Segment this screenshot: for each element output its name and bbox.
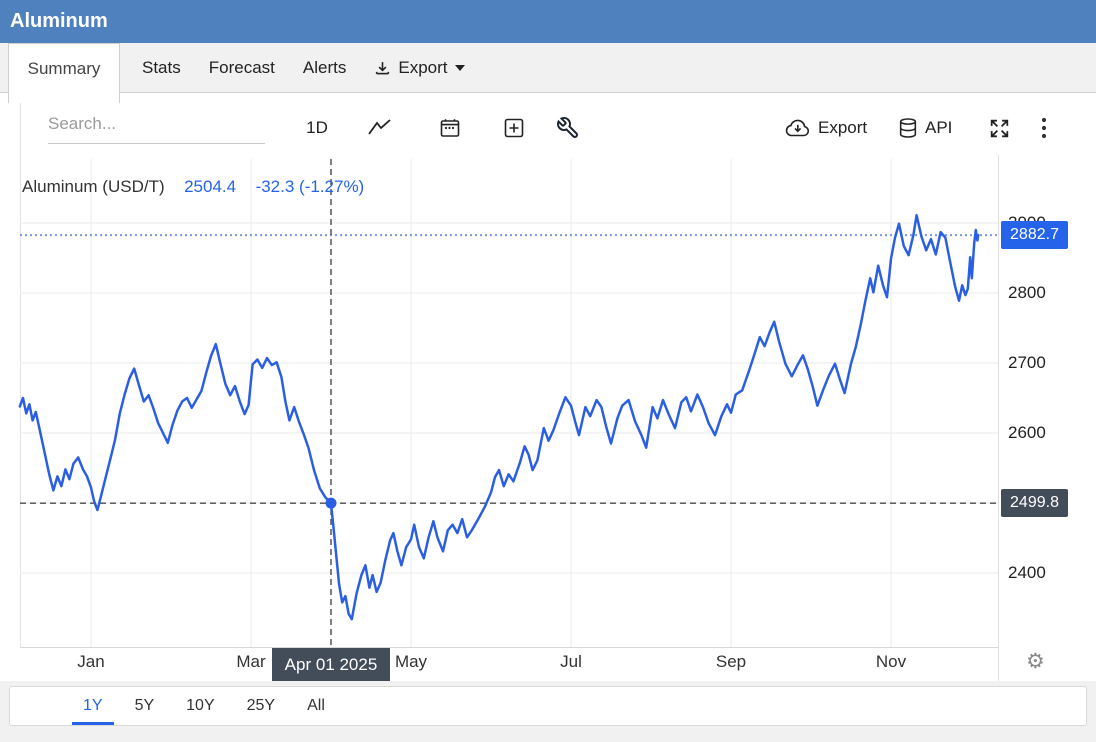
chevron-down-icon xyxy=(454,65,465,71)
price-chart[interactable] xyxy=(0,155,1096,681)
page-title: Aluminum xyxy=(10,10,108,32)
x-axis-tick: Nov xyxy=(875,652,907,671)
api-button[interactable]: API xyxy=(897,110,952,146)
last-price-badge: 2882.7 xyxy=(1001,221,1068,250)
range-5y[interactable]: 5Y xyxy=(134,697,155,714)
database-icon xyxy=(897,116,919,140)
y-axis-tick: 2600 xyxy=(1008,423,1046,442)
export-button[interactable]: Export xyxy=(784,110,867,146)
x-axis-tick: Mar xyxy=(236,652,266,671)
range-1y[interactable]: 1Y xyxy=(72,687,114,725)
add-indicator-icon[interactable] xyxy=(499,110,529,146)
x-axis-tick: Jul xyxy=(560,652,582,671)
search-input[interactable] xyxy=(48,112,265,144)
tab-stats[interactable]: Stats xyxy=(142,58,181,77)
gear-icon[interactable]: ⚙ xyxy=(1026,649,1045,673)
x-axis-tick: Jan xyxy=(77,652,105,671)
chart-legend: Aluminum (USD/T) 2504.4 -32.3 (-1.27%) xyxy=(22,177,364,197)
footer: 1Y 5Y 10Y 25Y All xyxy=(0,681,1096,742)
search-box xyxy=(48,112,265,144)
fullscreen-icon[interactable] xyxy=(984,110,1014,146)
range-25y[interactable]: 25Y xyxy=(246,697,276,714)
crosshair-date-tooltip: Apr 01 2025 xyxy=(272,648,390,681)
x-axis-tick: May xyxy=(394,652,428,671)
crosshair-dot xyxy=(325,497,337,509)
tab-strip xyxy=(0,43,1096,93)
calendar-icon[interactable] xyxy=(435,110,465,146)
chart-type-line-icon[interactable] xyxy=(364,110,396,146)
title-bar: Aluminum xyxy=(0,0,1096,43)
series-name: Aluminum (USD/T) xyxy=(22,177,165,196)
tab-forecast[interactable]: Forecast xyxy=(208,58,275,77)
range-selector: 1Y 5Y 10Y 25Y All xyxy=(9,686,1087,726)
range-all[interactable]: All xyxy=(307,697,325,714)
wrench-icon[interactable] xyxy=(553,110,583,146)
x-axis-tick: Sep xyxy=(715,652,747,671)
interval-button[interactable]: 1D xyxy=(300,110,334,146)
download-icon xyxy=(374,60,391,77)
chart-area: Aluminum (USD/T) 2504.4 -32.3 (-1.27%) 2… xyxy=(0,155,1096,681)
tab-list: Stats Forecast Alerts Export xyxy=(128,43,479,93)
range-10y[interactable]: 10Y xyxy=(186,697,215,714)
tab-alerts[interactable]: Alerts xyxy=(302,58,347,77)
tab-summary[interactable]: Summary xyxy=(8,43,120,103)
panel-left-border xyxy=(20,103,21,647)
y-axis-tick: 2400 xyxy=(1008,563,1046,582)
hover-price: 2504.4 xyxy=(184,177,237,196)
y-axis-tick: 2800 xyxy=(1008,283,1046,302)
price-line-series xyxy=(18,214,980,621)
cloud-download-icon xyxy=(784,117,812,139)
kebab-menu-icon[interactable] xyxy=(1033,110,1055,146)
hover-change: -32.3 (-1.27%) xyxy=(255,177,365,196)
tab-export[interactable]: Export xyxy=(360,43,478,93)
y-axis-tick: 2700 xyxy=(1008,353,1046,372)
crosshair-price-badge: 2499.8 xyxy=(1001,489,1068,518)
